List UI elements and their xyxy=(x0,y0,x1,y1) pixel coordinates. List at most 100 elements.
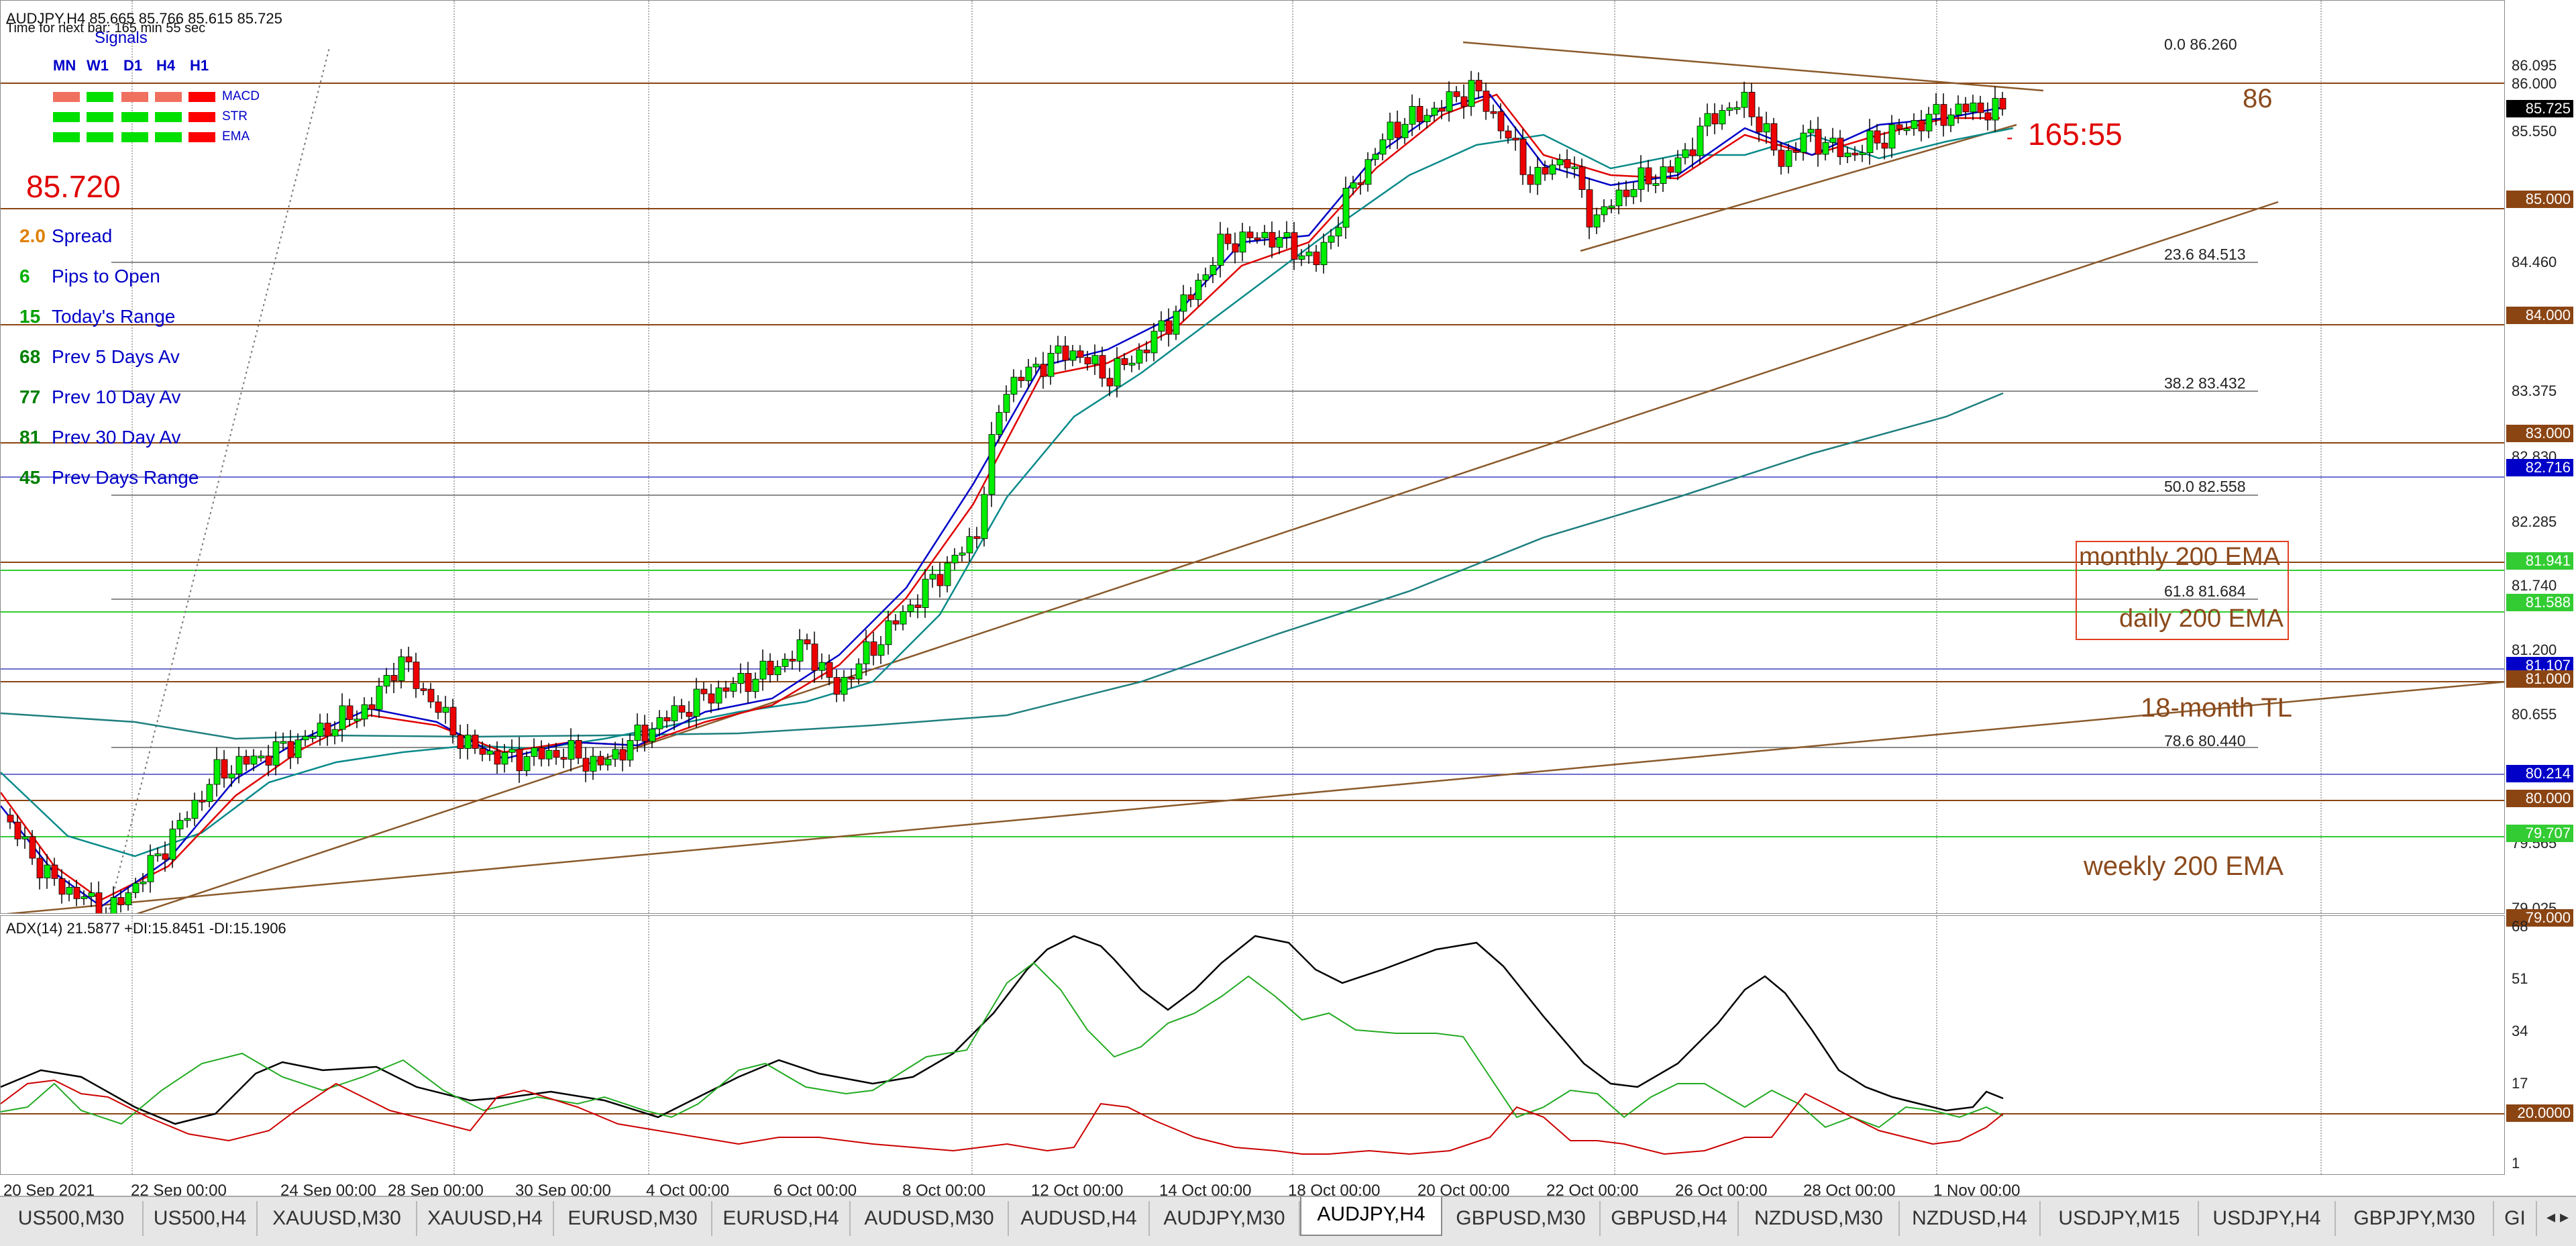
candle-body xyxy=(686,712,693,717)
price-chart-pane[interactable]: AUDJPY,H4 85.665 85.766 85.615 85.725 Ti… xyxy=(0,0,2505,914)
candle-body xyxy=(988,434,996,495)
candle-body xyxy=(1040,364,1047,377)
adx-indicator-pane[interactable]: ADX(14) 21.5877 +DI:15.8451 -DI:15.1906 xyxy=(0,915,2505,1175)
candle-body xyxy=(708,693,715,704)
candle-body xyxy=(1660,166,1667,184)
tl-18-month-label: 18-month TL xyxy=(2141,693,2293,723)
candle-body xyxy=(309,735,317,739)
grid-line xyxy=(453,916,455,1174)
fib-diagonal xyxy=(107,47,330,913)
candle-body xyxy=(841,676,848,695)
chart-tab[interactable]: GBPJPY,M30 xyxy=(2336,1201,2494,1236)
candle-body xyxy=(1866,130,1874,154)
chart-tab[interactable]: US500,M30 xyxy=(0,1201,144,1236)
stat-row: 45 Prev Days Range xyxy=(19,467,199,488)
candle-body xyxy=(759,660,767,680)
candle-body xyxy=(302,736,309,741)
candle-body xyxy=(782,658,789,667)
candle-body xyxy=(1224,233,1232,244)
scroll-left-icon[interactable]: ◂ xyxy=(2546,1206,2556,1227)
chart-window[interactable]: AUDJPY,H4 85.665 85.766 85.615 85.725 Ti… xyxy=(0,0,2576,1212)
candle-body xyxy=(88,892,95,897)
stat-label: Spread xyxy=(52,225,113,246)
adx-axis[interactable]: 68 51 34 17 1 20.0000 xyxy=(2505,915,2576,1175)
candle-body xyxy=(590,756,597,772)
candle-body xyxy=(538,747,545,760)
stat-label: Pips to Open xyxy=(52,266,160,287)
chart-tab[interactable]: AUDJPY,M30 xyxy=(1150,1201,1300,1236)
candle-body xyxy=(294,739,302,758)
candle-body xyxy=(1519,138,1527,175)
candle-body xyxy=(1586,189,1593,227)
trendline-18-month xyxy=(6,680,2504,913)
chart-tab[interactable]: NZDUSD,H4 xyxy=(1900,1201,2041,1236)
candle-body xyxy=(1018,376,1025,381)
chart-tab[interactable]: AUDUSD,M30 xyxy=(851,1201,1009,1236)
price-level-marker: 85.000 xyxy=(2506,191,2573,208)
candle-body xyxy=(752,678,759,692)
stat-row: 77 Prev 10 Day Av xyxy=(19,386,180,408)
candle-body xyxy=(346,705,354,720)
candle-body xyxy=(1778,150,1785,167)
candle-body xyxy=(66,886,73,895)
candle-body xyxy=(1763,123,1770,133)
candle-body xyxy=(29,836,36,859)
candle-body xyxy=(1003,394,1010,413)
chart-tab[interactable]: US500,H4 xyxy=(144,1201,258,1236)
candle-body xyxy=(811,643,818,671)
candle-body xyxy=(767,660,774,676)
candle-body xyxy=(1527,174,1534,185)
chart-tab[interactable]: NZDUSD,M30 xyxy=(1739,1201,1900,1236)
chart-tab[interactable]: GBPUSD,H4 xyxy=(1601,1201,1739,1236)
candle-body xyxy=(1460,96,1468,107)
candle-body xyxy=(1549,164,1556,174)
tab-scroll-arrows[interactable]: ◂ ▸ xyxy=(2544,1197,2576,1244)
chart-tab[interactable]: USDJPY,H4 xyxy=(2199,1201,2336,1236)
stat-value: 68 xyxy=(19,346,41,367)
candle-body xyxy=(1069,350,1077,361)
candle-body xyxy=(1719,110,1726,125)
candle-body xyxy=(996,412,1003,435)
chart-tab[interactable]: XAUUSD,M30 xyxy=(258,1201,417,1236)
chart-tab[interactable]: XAUUSD,H4 xyxy=(417,1201,554,1236)
price-tick: 86.000 xyxy=(2512,75,2557,92)
price-tick: 85.550 xyxy=(2512,123,2557,140)
chart-tab[interactable]: AUDUSD,H4 xyxy=(1009,1201,1150,1236)
candle-body xyxy=(1844,152,1851,158)
price-level-marker: 79.707 xyxy=(2506,825,2573,842)
signal-cell xyxy=(53,132,80,142)
candle-body xyxy=(1475,80,1483,92)
signal-cell xyxy=(189,92,215,102)
chart-tab[interactable]: USDJPY,M15 xyxy=(2041,1201,2199,1236)
fib-level-label: 61.8 81.684 xyxy=(2164,582,2246,600)
price-level-marker: 81.000 xyxy=(2506,670,2573,688)
candle-body xyxy=(427,688,435,703)
candle-body xyxy=(922,578,929,609)
ema-slow-line xyxy=(1,392,2004,740)
candle-body xyxy=(1025,366,1032,381)
candle-body xyxy=(966,536,973,554)
chart-tab[interactable]: EURUSD,M30 xyxy=(554,1201,712,1236)
candle-body xyxy=(1542,166,1549,174)
chart-tab[interactable]: GBPUSD,M30 xyxy=(1442,1201,1601,1236)
price-axis[interactable]: 86.095 85.550 84.460 83.375 82.830 82.285 81.7… xyxy=(2505,0,2576,927)
chart-tab[interactable]: EURUSD,H4 xyxy=(712,1201,851,1236)
signal-timeframe-h1: H1 xyxy=(190,57,209,74)
candle-body xyxy=(826,662,833,678)
signal-cell xyxy=(87,112,113,122)
grid-line xyxy=(1936,1,1937,913)
price-level-marker: 83.000 xyxy=(2506,425,2573,442)
candle-body xyxy=(1357,182,1364,185)
candle-body xyxy=(1283,232,1291,238)
chart-tab[interactable]: AUDJPY,H4 xyxy=(1300,1197,1442,1236)
candle-body xyxy=(80,896,88,899)
candle-body xyxy=(250,756,258,765)
candle-body xyxy=(575,740,582,759)
scroll-right-icon[interactable]: ▸ xyxy=(2560,1206,2569,1227)
chart-tab[interactable]: GI xyxy=(2494,1201,2537,1236)
price-tick: 84.460 xyxy=(2512,254,2557,270)
candle-body xyxy=(1689,149,1697,156)
adx-tick: 34 xyxy=(2512,1023,2528,1039)
candle-body xyxy=(1128,362,1136,366)
candle-body xyxy=(1918,120,1925,132)
